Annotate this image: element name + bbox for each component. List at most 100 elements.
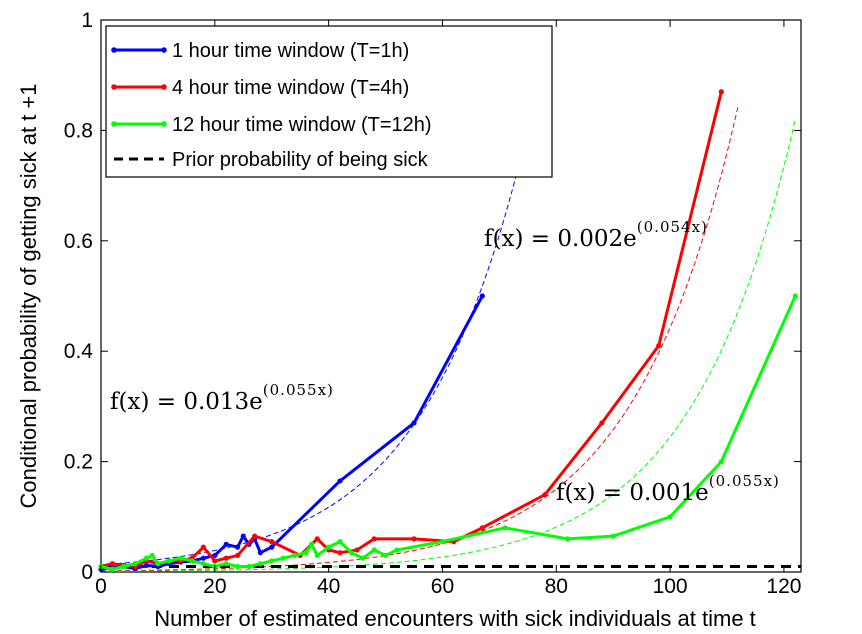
svg-text:f(x) = 0.002e(0.054x): f(x) = 0.002e(0.054x) (484, 218, 708, 252)
data-point (149, 552, 155, 559)
data-point (200, 555, 207, 561)
x-tick-label: 40 (317, 575, 340, 598)
data-point (280, 555, 286, 561)
x-tick-label: 80 (545, 575, 568, 598)
data-point (223, 555, 229, 561)
legend-item-blue: 1 hour time window (T=1h) (111, 40, 409, 62)
data-point (439, 539, 446, 545)
data-point (479, 525, 485, 531)
data-point (200, 561, 207, 567)
data-point (143, 555, 150, 561)
data-point (360, 555, 366, 561)
data-point (223, 541, 229, 548)
data-point (718, 459, 724, 465)
y-tick-label: 0.2 (64, 451, 93, 474)
data-point (234, 544, 241, 550)
data-point (189, 558, 195, 564)
plot-frame (100, 19, 802, 573)
data-point (354, 547, 360, 553)
data-point (565, 536, 571, 542)
fit-curve-1 (100, 104, 739, 572)
data-point (240, 533, 246, 539)
data-point (234, 563, 241, 570)
data-point (155, 561, 161, 567)
data-point (667, 514, 673, 520)
plot-area: 0 20 40 60 80 100 120 0 0.2 0.4 0.6 0.8 1 (64, 9, 802, 598)
data-point (337, 539, 343, 545)
data-point (610, 533, 616, 539)
y-tick-label: 0.6 (64, 230, 93, 253)
annotation-exponent: (0.055x) (263, 381, 334, 399)
series-line-2 (100, 295, 797, 571)
x-tick-label: 20 (203, 575, 226, 598)
data-point (411, 536, 417, 542)
data-point (718, 89, 724, 95)
data-point (502, 525, 508, 531)
data-point (371, 536, 377, 542)
data-point (257, 550, 263, 556)
data-point (599, 420, 605, 426)
data-point (246, 563, 252, 570)
data-point (314, 536, 320, 542)
svg-text:f(x) = 0.001e(0.055x): f(x) = 0.001e(0.055x) (556, 472, 780, 506)
data-point (252, 533, 258, 539)
annotation-text: f(x) = 0.013e (110, 389, 263, 415)
data-point (143, 562, 150, 568)
data-point (234, 552, 241, 559)
data-point (291, 552, 298, 559)
y-tick-label: 1 (81, 9, 93, 32)
data-point (109, 566, 115, 572)
fit-curve-2 (100, 118, 796, 572)
data-point (223, 561, 229, 567)
legend-label: Prior probability of being sick (172, 149, 429, 171)
data-point (132, 561, 138, 567)
x-tick-label: 120 (766, 575, 801, 598)
y-tick-label: 0 (81, 561, 93, 584)
data-point (109, 561, 115, 567)
data-point (308, 541, 315, 548)
y-tick-label: 0.8 (64, 119, 93, 142)
data-point (269, 558, 275, 564)
data-point (542, 492, 548, 498)
data-point (303, 550, 309, 556)
annotation-blue-fit: f(x) = 0.013e(0.055x) (110, 381, 334, 415)
data-point (269, 544, 275, 550)
data-point (337, 550, 343, 556)
legend-label: 1 hour time window (T=1h) (172, 40, 409, 62)
data-point (371, 547, 377, 553)
data-point (411, 420, 417, 426)
legend-box (105, 25, 553, 178)
annotation-text: f(x) = 0.001e (556, 480, 709, 506)
annotation-red-fit: f(x) = 0.002e(0.054x) (484, 218, 708, 252)
data-point (314, 552, 320, 559)
legend-item-prior: Prior probability of being sick (114, 149, 429, 171)
legend: 1 hour time window (T=1h) 4 hour time wi… (105, 25, 553, 178)
data-point (178, 555, 184, 561)
data-point (382, 552, 389, 559)
data-point (166, 558, 172, 564)
data-point (394, 547, 400, 553)
data-point (257, 561, 263, 567)
data-point (269, 539, 275, 545)
fit-curve-0 (100, 151, 523, 566)
x-tick-label: 60 (431, 575, 454, 598)
data-point (212, 558, 218, 564)
legend-label: 4 hour time window (T=4h) (172, 77, 409, 99)
y-tick-label: 0.4 (64, 340, 94, 363)
annotation-text: f(x) = 0.002e (484, 226, 637, 252)
data-point (200, 544, 207, 550)
annotation-exponent: (0.055x) (709, 472, 780, 490)
data-point (326, 544, 332, 550)
legend-label: 12 hour time window (T=12h) (172, 114, 432, 136)
svg-text:f(x) = 0.013e(0.055x): f(x) = 0.013e(0.055x) (110, 381, 334, 415)
data-point (212, 552, 218, 559)
x-axis-label: Number of estimated encounters with sick… (154, 606, 756, 631)
legend-item-green: 12 hour time window (T=12h) (111, 114, 432, 136)
data-point (792, 293, 798, 299)
data-point (337, 478, 343, 484)
legend-item-red: 4 hour time window (T=4h) (111, 77, 409, 99)
y-axis-label: Conditional probability of getting sick … (16, 84, 41, 509)
data-point (121, 563, 127, 570)
annotation-exponent: (0.054x) (637, 218, 708, 236)
